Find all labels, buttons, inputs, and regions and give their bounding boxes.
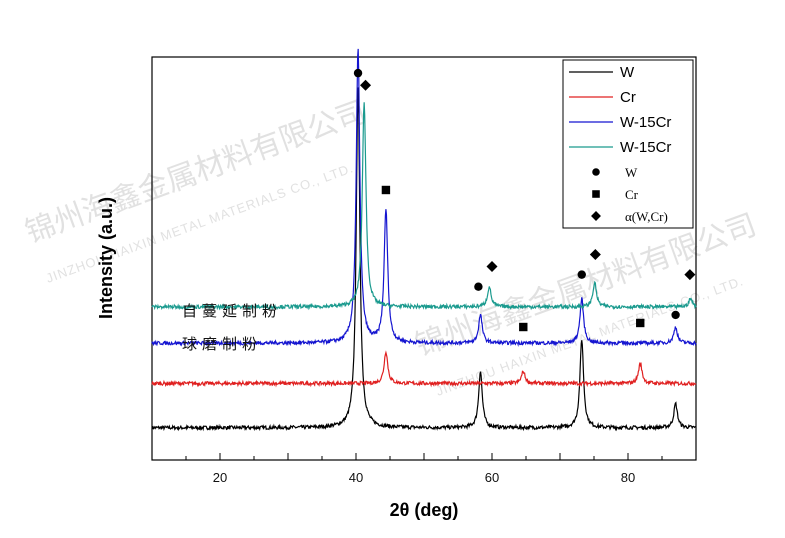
annotation-ball-milled-powder: 球磨制粉	[182, 335, 262, 353]
legend-marker-diamond	[591, 211, 601, 221]
x-axis-ticks: 20 40 60 80	[151, 453, 697, 485]
legend-marker-square	[592, 190, 600, 198]
legend-label-3: W-15Cr	[620, 114, 671, 131]
peak-marker-circle	[474, 282, 483, 291]
series-line-3	[151, 48, 697, 347]
peak-marker-square	[519, 322, 528, 332]
legend-box	[562, 59, 694, 229]
legend-label-4: W-15Cr	[620, 139, 671, 156]
legend-marker-label-1: W	[625, 165, 638, 180]
x-tick-label: 80	[621, 470, 635, 485]
peak-marker-diamond	[589, 248, 601, 260]
x-tick-label: 20	[213, 470, 227, 485]
peak-marker-diamond	[486, 261, 498, 273]
peak-marker-square	[381, 185, 391, 195]
series-line-2	[151, 350, 697, 388]
series-line-4	[151, 102, 697, 311]
legend-marker-circle	[592, 168, 600, 176]
legend-marker-label-3: α(W,Cr)	[625, 209, 668, 224]
legend-label-2: Cr	[620, 89, 636, 106]
peak-marker-circle	[671, 310, 680, 320]
annotation-shs-powder: 自蔓延制粉	[182, 302, 282, 320]
x-axis-title: 2θ (deg)	[390, 500, 459, 520]
peak-marker-diamond	[360, 79, 372, 91]
peak-marker-circle	[353, 68, 363, 78]
peak-marker-square	[636, 318, 645, 328]
y-axis-title: Intensity (a.u.)	[96, 197, 116, 319]
x-tick-label: 40	[349, 470, 363, 485]
peak-marker-diamond	[684, 269, 696, 281]
legend-label-1: W	[620, 64, 635, 81]
series-group	[151, 48, 697, 432]
x-tick-label: 60	[485, 470, 499, 485]
legend: W Cr W-15Cr W-15Cr W Cr α(W,Cr)	[562, 59, 694, 229]
legend-marker-label-2: Cr	[625, 187, 639, 202]
series-line-1	[151, 87, 697, 432]
peak-markers	[353, 68, 696, 332]
peak-marker-circle	[577, 270, 586, 279]
